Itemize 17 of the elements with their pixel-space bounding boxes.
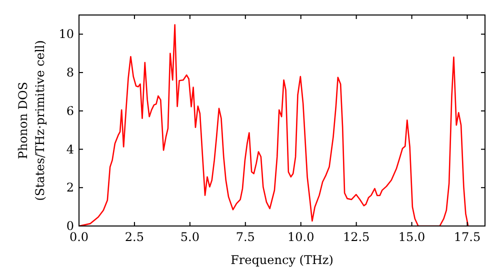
y-tick-label: 6 <box>66 104 74 118</box>
y-tick-label: 0 <box>66 219 74 233</box>
x-tick-label: 10.0 <box>288 230 314 244</box>
x-tick-label: 0.0 <box>69 230 89 244</box>
x-tick-label: 7.5 <box>236 230 255 244</box>
line-series <box>79 24 469 226</box>
y-tick-label: 2 <box>66 180 74 195</box>
x-tick-label: 15.0 <box>398 230 426 244</box>
y-tick-label: 4 <box>66 142 74 156</box>
x-tick-label: 12.5 <box>342 230 370 244</box>
y-tick-label: 10 <box>58 27 74 42</box>
x-tick-label: 17.5 <box>454 230 481 244</box>
y-tick-label: 8 <box>66 66 74 80</box>
y-axis-title: Phonon DOS (States/THz·primitive cell) <box>16 40 47 201</box>
x-axis-title: Frequency (THz) <box>230 253 334 267</box>
x-tick-label: 2.5 <box>124 230 144 244</box>
x-tick-label: 5.0 <box>180 230 200 244</box>
